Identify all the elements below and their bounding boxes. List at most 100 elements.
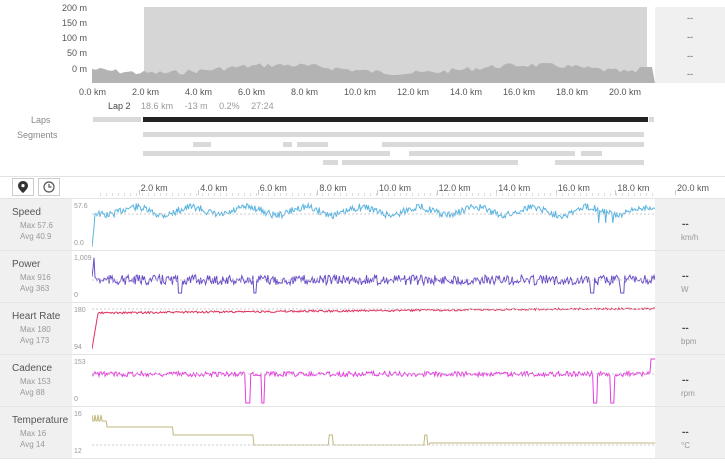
metric-row-cadence[interactable]: Cadence Max 153 Avg 88 153 0 -- rpm <box>0 355 725 407</box>
chart-minor-tick <box>274 193 275 196</box>
scale-top: 153 <box>74 359 86 366</box>
chart-minor-tick <box>574 193 575 196</box>
metric-row-hr[interactable]: Heart Rate Max 180 Avg 173 180 94 -- bpm <box>0 303 725 355</box>
scale-bottom: 0.0 <box>74 240 84 247</box>
metric-line <box>92 358 655 404</box>
chart-minor-tick <box>400 193 401 196</box>
chart-minor-tick <box>268 193 269 196</box>
chart-minor-tick <box>412 193 413 196</box>
chart-minor-tick <box>202 193 203 196</box>
chart-minor-tick <box>280 193 281 196</box>
chart-minor-tick <box>424 193 425 196</box>
chart-minor-tick <box>208 193 209 196</box>
chart-x-tick-mark <box>496 190 498 195</box>
elev-x-tick: 20.0 km <box>609 87 642 97</box>
laps-label: Laps <box>31 115 51 125</box>
chart-x-tick: 20.0 km <box>677 183 710 193</box>
metric-avg: Avg 40.9 <box>20 232 52 241</box>
chart-minor-tick <box>220 193 221 196</box>
elev-x-tick: 16.0 km <box>503 87 536 97</box>
segment-bar[interactable] <box>555 160 644 165</box>
segment-bar[interactable] <box>283 142 292 147</box>
side-value: -- <box>687 32 693 42</box>
segment-bar[interactable] <box>342 160 518 165</box>
chart-minor-tick <box>472 193 473 196</box>
segment-bar[interactable] <box>409 151 575 156</box>
chart-minor-tick <box>442 193 443 196</box>
segment-bar[interactable] <box>581 151 602 156</box>
metric-chart-hr[interactable] <box>92 305 655 353</box>
chart-minor-tick <box>628 193 629 196</box>
segment-bar[interactable] <box>143 132 644 137</box>
chart-x-tick-mark <box>555 190 557 195</box>
segment-bar[interactable] <box>323 160 338 165</box>
chart-minor-tick <box>418 193 419 196</box>
tab-distance[interactable] <box>12 178 34 196</box>
metric-row-temp[interactable]: Temperature Max 16 Avg 14 16 12 -- °C <box>0 407 725 459</box>
chart-minor-tick <box>322 193 323 196</box>
elevation-side-panel: -- -- -- -- <box>655 7 725 83</box>
segment-bar[interactable] <box>193 142 211 147</box>
metric-name: Speed <box>12 207 41 218</box>
segment-bar[interactable] <box>143 151 390 156</box>
divider <box>0 302 725 303</box>
chart-x-tick: 8.0 km <box>319 183 347 193</box>
elev-x-tick: 6.0 km <box>238 87 266 97</box>
metric-label-panel <box>0 303 72 355</box>
chart-minor-tick <box>148 193 149 196</box>
chart-minor-tick <box>388 193 389 196</box>
elev-x-tick: 14.0 km <box>450 87 483 97</box>
chart-minor-tick <box>316 193 317 196</box>
chart-minor-tick <box>544 193 545 196</box>
elev-x-tick: 4.0 km <box>185 87 213 97</box>
metric-chart-cadence[interactable] <box>92 357 655 405</box>
tab-time[interactable] <box>38 178 60 196</box>
chart-minor-tick <box>262 193 263 196</box>
segment-bar[interactable] <box>297 142 328 147</box>
elev-x-tick: 18.0 km <box>556 87 589 97</box>
metric-name: Temperature <box>12 415 69 426</box>
lap-distance: 18.6 km <box>141 101 174 111</box>
lap-name: Lap 2 <box>108 101 131 111</box>
metric-row-speed[interactable]: Speed Max 57.6 Avg 40.9 57.6 0.0 -- km/h <box>0 199 725 251</box>
chart-x-tick: 16.0 km <box>557 183 590 193</box>
chart-minor-tick <box>484 193 485 196</box>
metric-value: -- <box>682 323 689 334</box>
side-value: -- <box>687 51 693 61</box>
metric-value: -- <box>682 219 689 230</box>
lap-bar-2[interactable] <box>143 117 648 122</box>
chart-x-tick: 18.0 km <box>617 183 650 193</box>
chart-minor-tick <box>136 193 137 196</box>
chart-minor-tick <box>118 193 119 196</box>
chart-minor-tick <box>184 193 185 196</box>
chart-minor-tick <box>166 193 167 196</box>
chart-minor-tick <box>106 193 107 196</box>
chart-minor-tick <box>616 193 617 196</box>
metric-row-power[interactable]: Power Max 916 Avg 363 1,009 0 -- W <box>0 251 725 303</box>
metric-unit: rpm <box>681 389 695 398</box>
metric-chart-power[interactable] <box>92 253 655 301</box>
metric-line <box>92 257 655 294</box>
chart-minor-tick <box>646 193 647 196</box>
lap-bar-1[interactable] <box>93 117 141 122</box>
elevation-profile[interactable] <box>92 7 655 83</box>
chart-minor-tick <box>454 193 455 196</box>
segment-bar[interactable] <box>382 142 644 147</box>
chart-minor-tick <box>508 193 509 196</box>
chart-minor-tick <box>478 193 479 196</box>
elev-x-tick: 10.0 km <box>344 87 377 97</box>
chart-x-tick-mark <box>198 190 200 195</box>
metric-unit: bpm <box>681 337 697 346</box>
chart-minor-tick <box>502 193 503 196</box>
chart-minor-tick <box>604 193 605 196</box>
chart-minor-tick <box>394 193 395 196</box>
chart-minor-tick <box>196 193 197 196</box>
elevation-svg <box>92 7 655 83</box>
lap-bar-3[interactable] <box>649 117 654 122</box>
divider <box>0 354 725 355</box>
divider <box>0 198 725 199</box>
metric-chart-temp[interactable] <box>92 409 655 457</box>
divider <box>0 250 725 251</box>
metric-chart-speed[interactable] <box>92 201 655 249</box>
scale-top: 57.6 <box>74 203 88 210</box>
